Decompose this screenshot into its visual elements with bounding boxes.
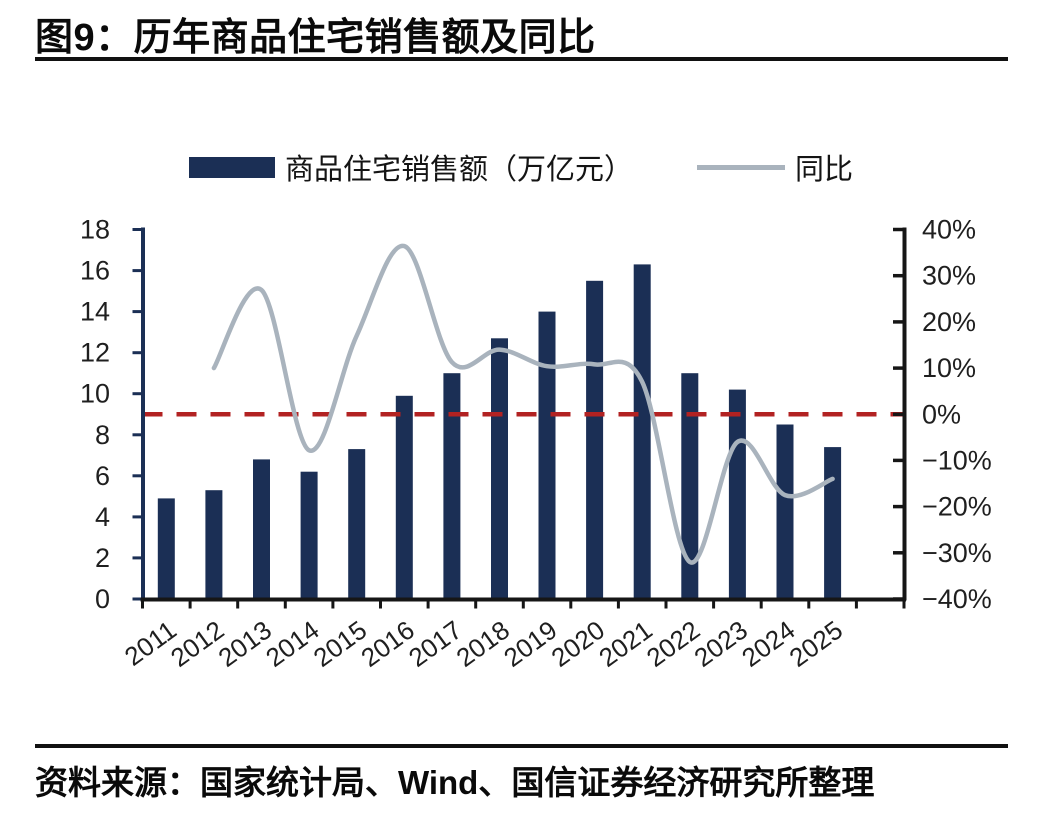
bar-2022	[681, 373, 699, 599]
left-axis-label: 2	[95, 543, 110, 573]
right-axis-label: −10%	[922, 445, 992, 475]
left-axis-label: 6	[95, 461, 110, 491]
bar-2020	[586, 280, 604, 599]
right-axis-label: 30%	[922, 261, 976, 291]
right-axis-label: 20%	[922, 307, 976, 337]
right-axis-label: −30%	[922, 538, 992, 568]
chart-legend: 商品住宅销售额（万亿元） 同比	[0, 146, 1042, 188]
left-axis-label: 12	[80, 338, 110, 368]
left-axis-label: 10	[80, 379, 110, 409]
right-axis-label: 0%	[922, 399, 961, 429]
title-divider	[35, 57, 1008, 61]
figure-title: 图9：历年商品住宅销售额及同比	[35, 17, 596, 59]
bar-2015	[348, 449, 366, 599]
bar-2024	[776, 424, 794, 599]
left-axis-label: 16	[80, 256, 110, 286]
legend-bar-label: 商品住宅销售额（万亿元）	[284, 154, 633, 186]
right-axis-label: −40%	[922, 584, 992, 614]
bar-2013	[253, 459, 270, 599]
bar-2014	[300, 471, 318, 599]
bar-2025	[824, 447, 842, 599]
bar-2018	[491, 338, 508, 599]
left-axis-label: 0	[95, 584, 110, 614]
footer-divider	[35, 744, 1008, 748]
right-axis: −40% −30% −20% −10% 0% 10% 20% 30% 40%	[893, 215, 992, 614]
right-axis-label: 40%	[922, 215, 976, 245]
bar-2017	[443, 373, 461, 599]
yoy-line	[211, 243, 835, 565]
bar-2016	[395, 395, 413, 599]
legend-bar-swatch-icon	[188, 156, 275, 178]
bar-2023	[728, 389, 746, 599]
right-axis-label: −20%	[922, 492, 992, 522]
left-axis-label: 14	[80, 297, 110, 327]
x-axis-label: 2025	[784, 615, 848, 673]
left-axis-label: 18	[80, 215, 110, 245]
x-axis: 2011201220132014201520162017201820192020…	[119, 597, 906, 673]
source-note: 资料来源：国家统计局、Wind、国信证券经济研究所整理	[35, 764, 875, 801]
right-axis-label: 10%	[922, 353, 976, 383]
bar-2021	[633, 264, 651, 599]
left-axis-label: 4	[95, 502, 110, 532]
legend-line-label: 同比	[795, 154, 854, 186]
left-axis: 0 2 4 6 8 10 12 14 16 18	[80, 215, 145, 614]
bar-2011	[157, 498, 175, 599]
bars-series	[157, 264, 842, 599]
left-axis-label: 8	[95, 420, 110, 450]
bar-2012	[205, 490, 223, 599]
legend-line-swatch-icon	[697, 164, 785, 170]
bar-2019	[538, 311, 556, 599]
